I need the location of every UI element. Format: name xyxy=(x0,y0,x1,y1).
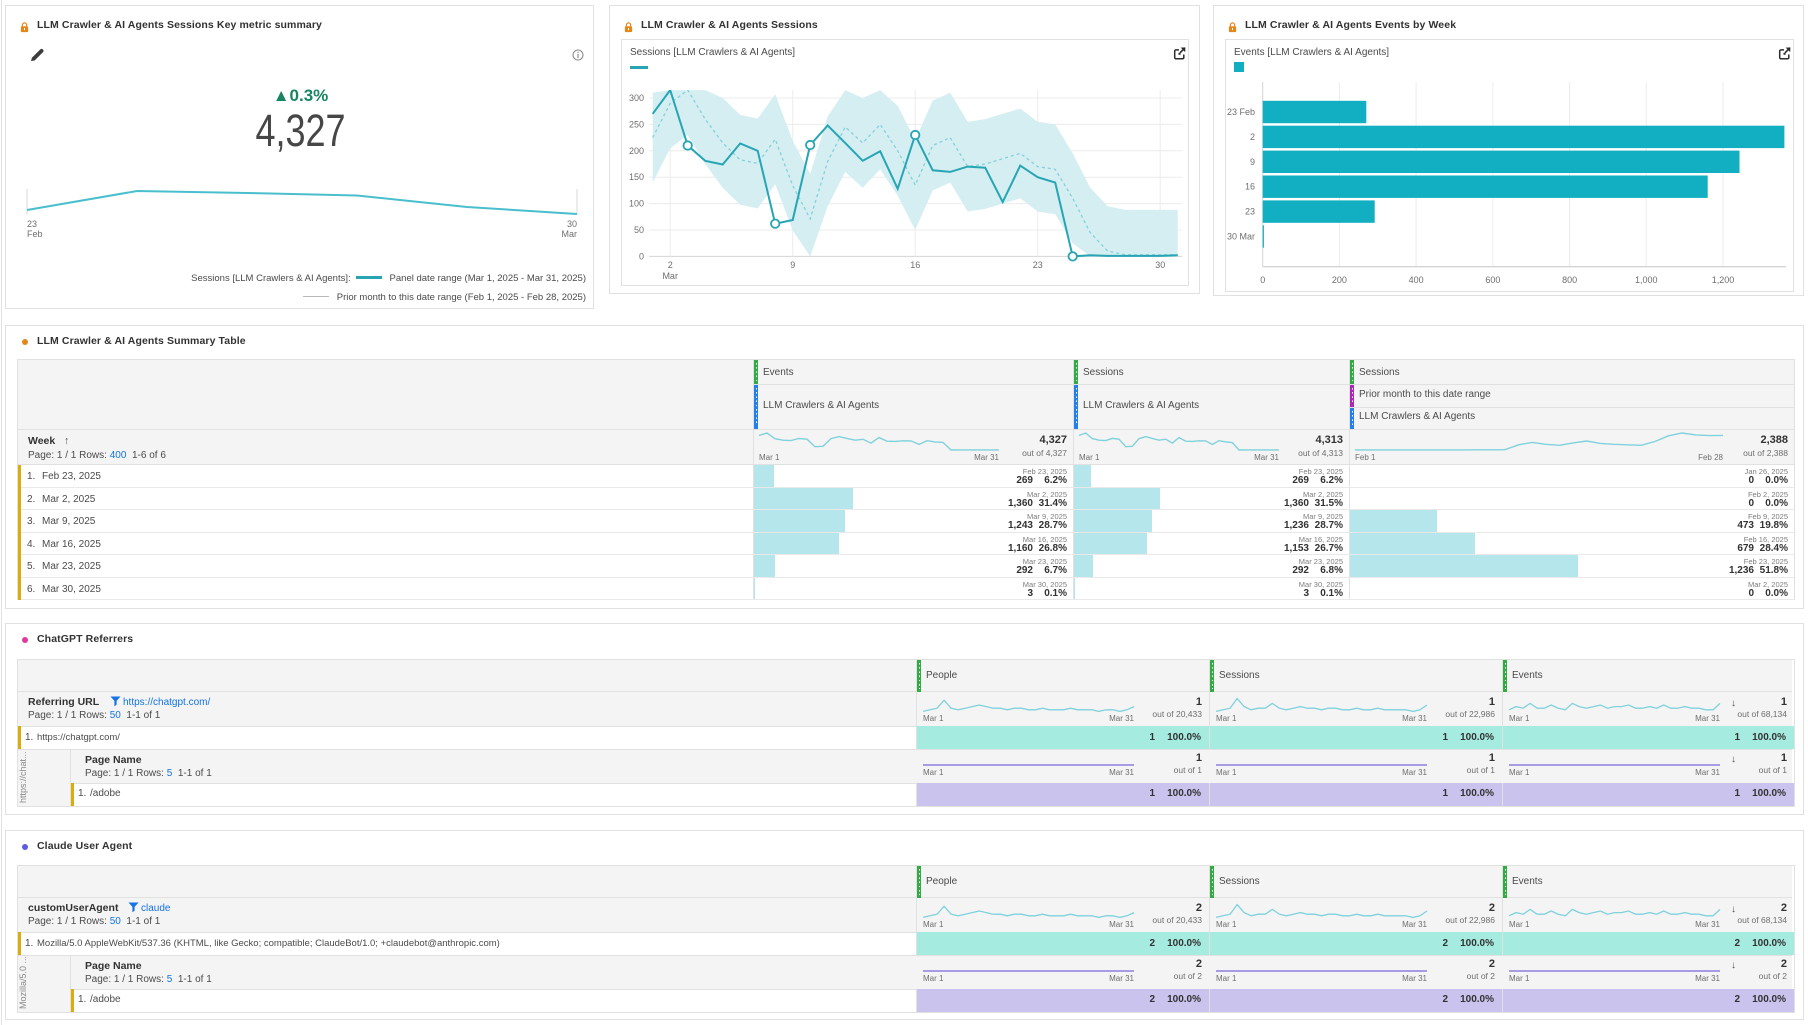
svg-text:200: 200 xyxy=(1332,275,1347,285)
svg-text:9: 9 xyxy=(1250,157,1255,167)
svg-text:23 Feb: 23 Feb xyxy=(1227,107,1255,117)
svg-text:50: 50 xyxy=(634,225,644,235)
svg-text:Mar: Mar xyxy=(662,271,678,281)
svg-text:1,000: 1,000 xyxy=(1635,275,1658,285)
svg-text:2: 2 xyxy=(1250,132,1255,142)
svg-text:400: 400 xyxy=(1409,275,1424,285)
svg-text:600: 600 xyxy=(1485,275,1500,285)
svg-text:1,200: 1,200 xyxy=(1712,275,1735,285)
svg-text:300: 300 xyxy=(629,93,644,103)
svg-text:16: 16 xyxy=(1245,182,1255,192)
svg-text:150: 150 xyxy=(629,172,644,182)
svg-text:9: 9 xyxy=(790,260,795,270)
svg-text:200: 200 xyxy=(629,146,644,156)
svg-text:16: 16 xyxy=(910,260,920,270)
svg-text:800: 800 xyxy=(1562,275,1577,285)
svg-text:30 Mar: 30 Mar xyxy=(1227,232,1255,242)
svg-text:23: 23 xyxy=(1033,260,1043,270)
svg-text:30: 30 xyxy=(1155,260,1165,270)
svg-text:23: 23 xyxy=(1245,207,1255,217)
svg-text:250: 250 xyxy=(629,119,644,129)
svg-text:0: 0 xyxy=(639,251,644,261)
svg-text:2: 2 xyxy=(668,260,673,270)
svg-text:100: 100 xyxy=(629,199,644,209)
svg-text:0: 0 xyxy=(1260,275,1265,285)
